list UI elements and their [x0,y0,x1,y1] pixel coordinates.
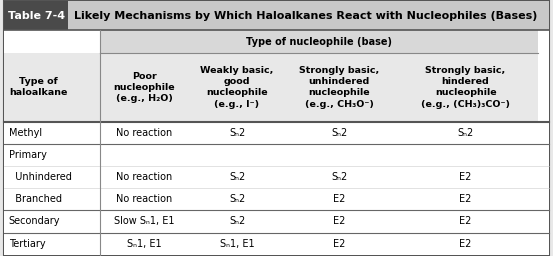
Bar [4,1,68,30]
Text: Methyl: Methyl [9,128,42,138]
Text: Primary: Primary [9,150,46,160]
Bar [4,1,549,30]
Bar [100,30,538,53]
Text: Strongly basic,
hindered
nucleophile
(e.g., (CH₃)₃CO⁻): Strongly basic, hindered nucleophile (e.… [421,66,510,109]
Text: Unhindered: Unhindered [9,172,72,182]
Text: Weakly basic,
good
nucleophile
(e.g., I⁻): Weakly basic, good nucleophile (e.g., I⁻… [200,66,274,109]
Text: Tertiary: Tertiary [9,239,45,249]
Text: Sₙ2: Sₙ2 [331,172,347,182]
Text: E2: E2 [460,172,472,182]
Text: Sₙ2: Sₙ2 [331,128,347,138]
Text: E2: E2 [460,216,472,227]
Text: No reaction: No reaction [117,172,173,182]
Text: Type of nucleophile (base): Type of nucleophile (base) [246,37,392,47]
Text: Strongly basic,
unhindered
nucleophile
(e.g., CH₃O⁻): Strongly basic, unhindered nucleophile (… [299,66,379,109]
Bar [100,53,190,122]
Text: E2: E2 [333,216,345,227]
Bar [285,53,394,122]
Text: Sₙ1, E1: Sₙ1, E1 [220,239,254,249]
Text: No reaction: No reaction [117,128,173,138]
Text: Branched: Branched [9,194,62,204]
Text: Sₙ1, E1: Sₙ1, E1 [127,239,162,249]
Text: Slow Sₙ1, E1: Slow Sₙ1, E1 [114,216,175,227]
Text: Poor
nucleophile
(e.g., H₂O): Poor nucleophile (e.g., H₂O) [114,72,175,103]
Text: E2: E2 [333,239,345,249]
Text: Sₙ2: Sₙ2 [457,128,474,138]
Text: Sₙ2: Sₙ2 [229,172,245,182]
Bar [4,53,100,122]
Text: E2: E2 [460,239,472,249]
Text: No reaction: No reaction [117,194,173,204]
Text: Sₙ2: Sₙ2 [229,194,245,204]
Bar [394,53,538,122]
Text: E2: E2 [460,194,472,204]
Text: Sₙ2: Sₙ2 [229,216,245,227]
Text: Type of
haloalkane: Type of haloalkane [9,77,67,98]
Text: Table 7-4: Table 7-4 [8,11,65,21]
Text: Likely Mechanisms by Which Haloalkanes React with Nucleophiles (Bases): Likely Mechanisms by Which Haloalkanes R… [74,11,537,21]
Text: Secondary: Secondary [9,216,60,227]
Text: Sₙ2: Sₙ2 [229,128,245,138]
Bar [4,30,549,255]
Bar [190,53,285,122]
Text: E2: E2 [333,194,345,204]
